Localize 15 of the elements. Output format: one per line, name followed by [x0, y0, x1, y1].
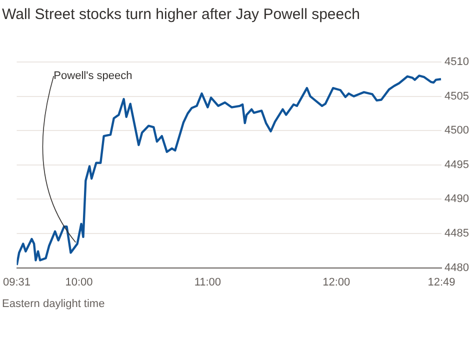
y-tick-label: 4485 [444, 228, 470, 240]
x-tick-label: 11:00 [194, 276, 222, 288]
chart-title: Wall Street stocks turn higher after Jay Powell speech [2, 6, 360, 23]
y-tick-label: 4505 [444, 90, 470, 102]
text: Eastern daylight time [2, 297, 105, 311]
x-tick-label: 12:00 [322, 276, 350, 288]
annotation: Powell's speech [54, 70, 132, 82]
x-tick-label: 09:31 [3, 276, 31, 288]
x-tick-label: 10:00 [65, 276, 93, 288]
y-tick-label: 4495 [444, 158, 470, 171]
y-tick-label: 4500 [444, 124, 470, 137]
y-tick-label: 4490 [444, 193, 470, 206]
y-tick-label: 4510 [444, 56, 470, 68]
x-tick-label: 12:49 [428, 276, 456, 288]
y-tick-label: 4480 [444, 262, 470, 274]
